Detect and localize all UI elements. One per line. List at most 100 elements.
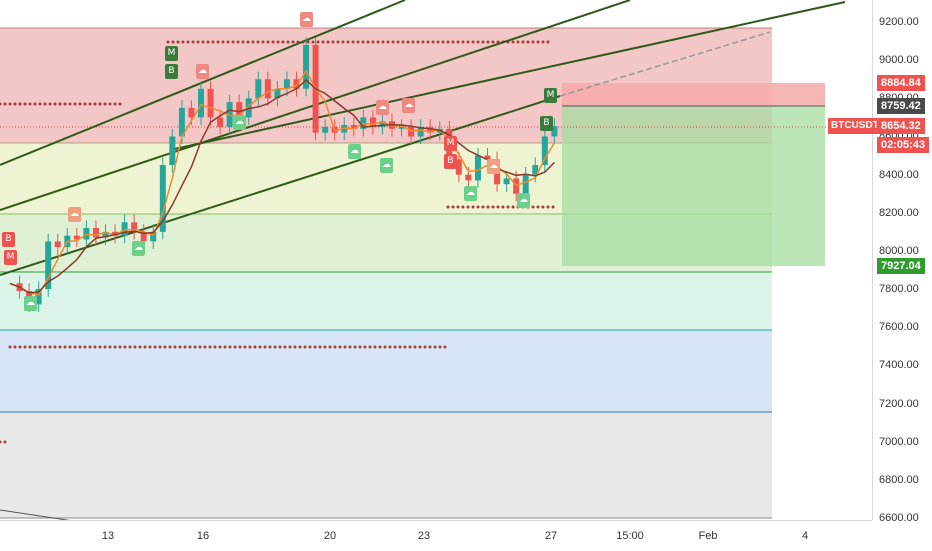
support-dots-low xyxy=(328,345,332,349)
candle-body xyxy=(131,222,138,232)
support-dots-low xyxy=(398,345,402,349)
resistance-dots xyxy=(216,40,220,44)
resistance-dots-left xyxy=(93,102,97,106)
support-dots-low xyxy=(58,345,62,349)
time-axis[interactable]: 13 16 20 23 27 15:00 Feb 4 xyxy=(0,520,872,551)
support-dots-low xyxy=(348,345,352,349)
candle-body xyxy=(303,44,310,89)
support-dots-low xyxy=(128,345,132,349)
support-dots-low xyxy=(323,345,327,349)
fast-moving-average xyxy=(9,69,556,296)
support-dots xyxy=(546,205,550,209)
support-dots-low xyxy=(413,345,417,349)
candle-body xyxy=(112,231,119,236)
resistance-dots xyxy=(186,40,190,44)
resistance-dots xyxy=(536,40,540,44)
support-dots-low xyxy=(313,345,317,349)
support-dots-low xyxy=(273,345,277,349)
time-tick-label: 23 xyxy=(417,530,431,542)
candle-body xyxy=(322,126,329,133)
support-dots-low xyxy=(123,345,127,349)
candle-body xyxy=(188,107,195,118)
support-dots-low xyxy=(208,345,212,349)
support-dots-low xyxy=(423,345,427,349)
resistance-dots xyxy=(351,40,355,44)
support-dots-low xyxy=(183,345,187,349)
chart-plot-area[interactable]: B M M B M B M B ☁ ☁ ☁ ☁ ☁ ☁ ☁ ☁ ☁ ☁ ☁ ☁ … xyxy=(0,0,872,520)
resistance-dots xyxy=(346,40,350,44)
support-dots-edge xyxy=(3,440,7,444)
resistance-dots xyxy=(371,40,375,44)
resistance-dots-left xyxy=(38,102,42,106)
resistance-dots xyxy=(341,40,345,44)
price-tick-label: 7000.00 xyxy=(879,435,919,448)
candle-body xyxy=(417,126,424,137)
resistance-dots xyxy=(166,40,170,44)
resistance-dots-left xyxy=(13,102,17,106)
price-tick-label: 8200.00 xyxy=(879,206,919,219)
price-tick-label: 6600.00 xyxy=(879,512,919,524)
resistance-dots xyxy=(401,40,405,44)
resistance-dots-left xyxy=(78,102,82,106)
price-tick-label: 9200.00 xyxy=(879,16,919,28)
support-dots xyxy=(501,205,505,209)
resistance-dots xyxy=(311,40,315,44)
candle-body xyxy=(140,231,147,242)
support-dots xyxy=(511,205,515,209)
support-dots xyxy=(471,205,475,209)
support-dots xyxy=(536,205,540,209)
resistance-dots xyxy=(246,40,250,44)
time-tick-label: 27 xyxy=(544,530,558,542)
support-dots-low xyxy=(288,345,292,349)
support-dots xyxy=(486,205,490,209)
buy-signal-marker: M xyxy=(444,136,457,151)
resistance-dots xyxy=(271,40,275,44)
resistance-dots xyxy=(436,40,440,44)
resistance-dots xyxy=(226,40,230,44)
candle-body xyxy=(92,228,99,238)
resistance-dots xyxy=(261,40,265,44)
resistance-dots xyxy=(196,40,200,44)
resistance-dots xyxy=(256,40,260,44)
resistance-dots xyxy=(171,40,175,44)
price-label-mid-box: 8759.42 xyxy=(877,98,925,114)
candle-body xyxy=(236,102,243,118)
resistance-dots-left xyxy=(113,102,117,106)
chart-canvas[interactable] xyxy=(0,0,872,520)
price-tick-label: 7800.00 xyxy=(879,283,919,296)
resistance-dots-left xyxy=(3,102,7,106)
support-dots xyxy=(491,205,495,209)
time-tick-label: 20 xyxy=(323,530,337,542)
resistance-dots xyxy=(201,40,205,44)
support-dots-low xyxy=(38,345,42,349)
resistance-dots-left xyxy=(18,102,22,106)
support-dots-low xyxy=(293,345,297,349)
resistance-dots xyxy=(416,40,420,44)
support-dots-low xyxy=(228,345,232,349)
resistance-dots-left xyxy=(103,102,107,106)
candle-body xyxy=(73,235,80,240)
support-dots-low xyxy=(253,345,257,349)
candle-body xyxy=(293,79,300,89)
cloud-marker-red: ☁ xyxy=(68,207,81,222)
support-dots xyxy=(531,205,535,209)
resistance-dots xyxy=(541,40,545,44)
support-dots xyxy=(476,205,480,209)
support-dots-low xyxy=(353,345,357,349)
sell-signal-marker: B xyxy=(165,64,178,79)
time-tick-label: Feb xyxy=(698,530,718,542)
support-dots-low xyxy=(98,345,102,349)
support-dots-low xyxy=(73,345,77,349)
candle-body xyxy=(350,125,357,129)
countdown-label: 02:05:43 xyxy=(877,137,930,153)
support-dots-low xyxy=(88,345,92,349)
support-dots-low xyxy=(93,345,97,349)
resistance-dots xyxy=(386,40,390,44)
candle-body xyxy=(178,107,185,137)
resistance-dots-left xyxy=(33,102,37,106)
support-dots xyxy=(456,205,460,209)
candle-body xyxy=(264,79,271,99)
support-dots-low xyxy=(23,345,27,349)
resistance-dots xyxy=(181,40,185,44)
support-dots-low xyxy=(158,345,162,349)
